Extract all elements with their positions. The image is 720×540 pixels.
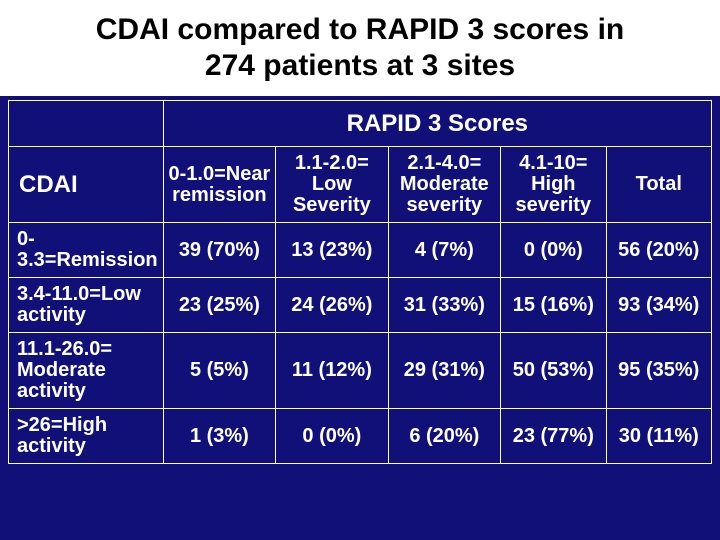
table-row: 11.1-26.0= Moderate activity 5 (5%) 11 (… (9, 333, 712, 409)
comparison-table: RAPID 3 Scores CDAI 0-1.0=Near remission… (8, 100, 712, 464)
cell: 23 (25%) (163, 278, 275, 333)
cell: 1 (3%) (163, 409, 275, 464)
row-label: 3.4-11.0=Low activity (9, 278, 164, 333)
title-line-2: 274 patients at 3 sites (40, 48, 680, 84)
cell: 30 (11%) (606, 409, 712, 464)
cell: 39 (70%) (163, 223, 275, 278)
row-label: 0-3.3=Remission (9, 223, 164, 278)
cell: 0 (0%) (501, 223, 606, 278)
cell: 5 (5%) (163, 333, 275, 409)
cell: 56 (20%) (606, 223, 712, 278)
cell: 13 (23%) (276, 223, 388, 278)
super-header: RAPID 3 Scores (163, 101, 711, 147)
cell: 29 (31%) (388, 333, 500, 409)
col-header: 4.1-10= High severity (501, 147, 606, 223)
table-row: 3.4-11.0=Low activity 23 (25%) 24 (26%) … (9, 278, 712, 333)
col-header: 1.1-2.0= Low Severity (276, 147, 388, 223)
cell: 50 (53%) (501, 333, 606, 409)
cell: 11 (12%) (276, 333, 388, 409)
col-header: 2.1-4.0= Moderate severity (388, 147, 500, 223)
table-row: 0-3.3=Remission 39 (70%) 13 (23%) 4 (7%)… (9, 223, 712, 278)
cell: 95 (35%) (606, 333, 712, 409)
table-container: RAPID 3 Scores CDAI 0-1.0=Near remission… (0, 96, 720, 464)
col-header: 0-1.0=Near remission (163, 147, 275, 223)
cell: 93 (34%) (606, 278, 712, 333)
cell: 31 (33%) (388, 278, 500, 333)
cell: 4 (7%) (388, 223, 500, 278)
slide-title: CDAI compared to RAPID 3 scores in 274 p… (0, 0, 720, 96)
row-label: 11.1-26.0= Moderate activity (9, 333, 164, 409)
corner-cell (9, 101, 164, 147)
col-header: Total (606, 147, 712, 223)
cell: 24 (26%) (276, 278, 388, 333)
cell: 6 (20%) (388, 409, 500, 464)
cell: 15 (16%) (501, 278, 606, 333)
cell: 23 (77%) (501, 409, 606, 464)
row-label: >26=High activity (9, 409, 164, 464)
row-axis-label: CDAI (9, 147, 164, 223)
table-row: >26=High activity 1 (3%) 0 (0%) 6 (20%) … (9, 409, 712, 464)
title-line-1: CDAI compared to RAPID 3 scores in (40, 12, 680, 48)
cell: 0 (0%) (276, 409, 388, 464)
